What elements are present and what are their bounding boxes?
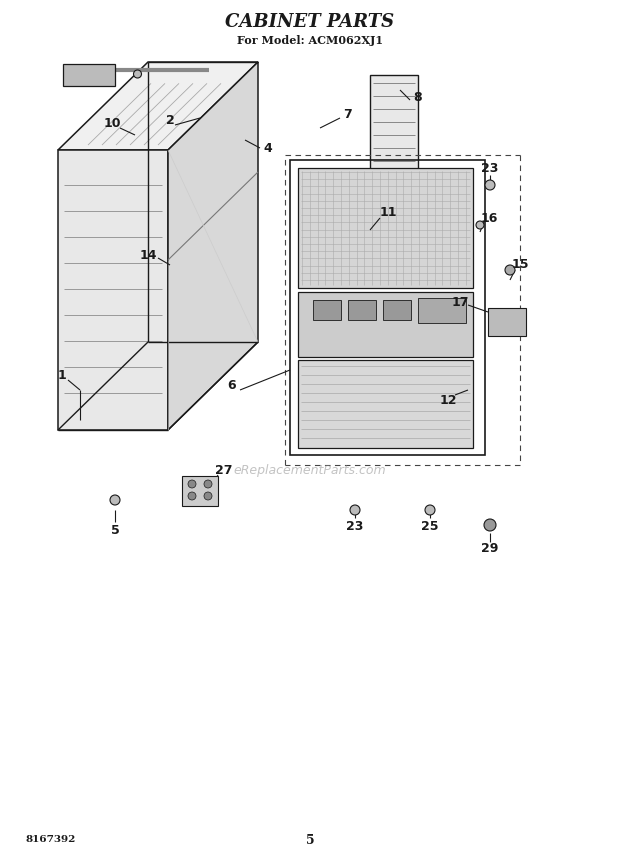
Bar — [488, 308, 526, 336]
Text: 29: 29 — [481, 542, 498, 555]
Text: 4: 4 — [264, 141, 272, 154]
Text: CABINET PARTS: CABINET PARTS — [226, 13, 394, 31]
Circle shape — [350, 505, 360, 515]
Text: 25: 25 — [421, 520, 439, 532]
Circle shape — [425, 505, 435, 515]
Bar — [298, 360, 473, 448]
Bar — [63, 64, 115, 86]
Text: 23: 23 — [347, 520, 364, 532]
Text: 7: 7 — [343, 108, 352, 121]
Circle shape — [110, 495, 120, 505]
Bar — [370, 75, 418, 220]
Text: 2: 2 — [166, 114, 174, 127]
Text: 14: 14 — [140, 248, 157, 261]
Circle shape — [133, 70, 141, 78]
Circle shape — [188, 480, 196, 488]
Bar — [182, 476, 218, 506]
Polygon shape — [58, 150, 168, 430]
Circle shape — [204, 492, 212, 500]
Text: For Model: ACM062XJ1: For Model: ACM062XJ1 — [237, 34, 383, 45]
Text: 27: 27 — [215, 463, 232, 477]
Text: 8167392: 8167392 — [25, 835, 76, 845]
Circle shape — [188, 492, 196, 500]
Bar — [313, 300, 341, 320]
Text: 5: 5 — [110, 524, 120, 537]
Text: 23: 23 — [481, 162, 498, 175]
Bar — [348, 300, 376, 320]
Text: eReplacementParts.com: eReplacementParts.com — [234, 463, 386, 477]
Text: 17: 17 — [451, 295, 469, 308]
Text: 8: 8 — [414, 91, 422, 104]
Circle shape — [485, 180, 495, 190]
Bar — [290, 160, 485, 455]
Bar — [418, 298, 466, 323]
Text: 16: 16 — [480, 211, 498, 224]
Circle shape — [505, 265, 515, 275]
Text: 10: 10 — [104, 116, 121, 129]
Text: 12: 12 — [439, 394, 457, 407]
Circle shape — [484, 519, 496, 531]
Text: 11: 11 — [379, 205, 397, 218]
Circle shape — [204, 480, 212, 488]
Polygon shape — [168, 62, 258, 430]
Text: 1: 1 — [58, 368, 66, 382]
Bar — [383, 300, 411, 320]
Text: 15: 15 — [512, 259, 529, 271]
Text: 5: 5 — [306, 834, 314, 847]
Circle shape — [476, 221, 484, 229]
Text: 6: 6 — [228, 378, 236, 391]
Polygon shape — [58, 62, 258, 150]
Bar — [298, 168, 473, 288]
Bar — [298, 292, 473, 357]
